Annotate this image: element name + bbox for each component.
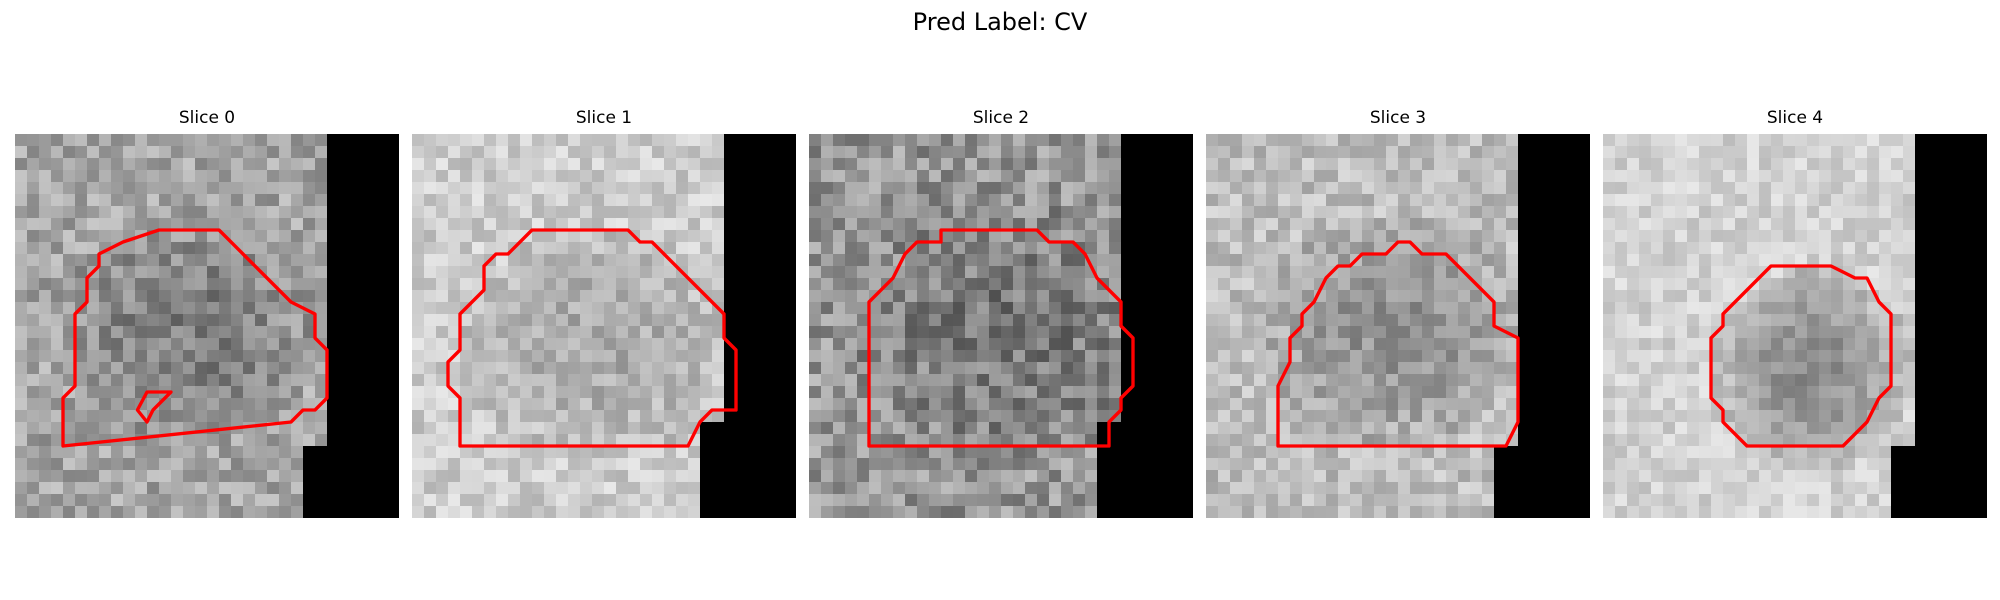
slice-panel-2: Slice 2	[809, 104, 1193, 520]
mask-region	[1494, 446, 1590, 518]
slice-title-0: Slice 0	[178, 108, 236, 128]
mask-region	[303, 446, 399, 518]
segmentation-contour	[446, 228, 738, 448]
mask-region	[700, 422, 796, 518]
mask-region	[1518, 134, 1590, 446]
mask-region	[327, 134, 399, 446]
slice-image-1	[412, 134, 796, 518]
slice-title-2: Slice 2	[972, 108, 1030, 128]
segmentation-contour	[61, 228, 329, 448]
mask-region	[1097, 422, 1193, 518]
slice-image-2	[809, 134, 1193, 518]
figure-title: Pred Label: CV	[912, 8, 1088, 36]
slice-image-4	[1603, 134, 1987, 518]
segmentation-contour	[867, 228, 1135, 448]
slice-panel-0: Slice 0	[15, 104, 399, 520]
slice-title-4: Slice 4	[1766, 108, 1824, 128]
segmentation-contour	[1709, 264, 1893, 448]
slice-image-3	[1206, 134, 1590, 518]
segmentation-contour	[1276, 240, 1520, 448]
slice-panel-1: Slice 1	[412, 104, 796, 520]
slice-title-1: Slice 1	[575, 108, 633, 128]
segmentation-contour	[135, 390, 173, 424]
slice-title-3: Slice 3	[1369, 108, 1427, 128]
slice-image-0	[15, 134, 399, 518]
slice-panel-3: Slice 3	[1206, 104, 1590, 520]
mask-region	[1891, 446, 1987, 518]
mask-region	[1915, 134, 1987, 446]
slice-panel-4: Slice 4	[1603, 104, 1987, 520]
